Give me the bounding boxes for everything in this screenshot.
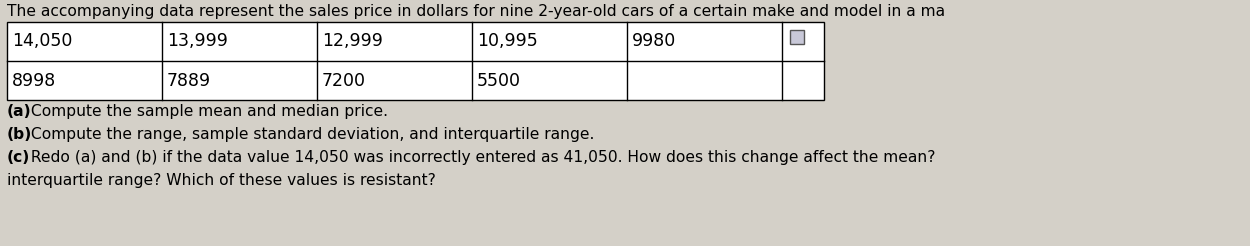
Text: (b): (b)	[8, 127, 32, 142]
Text: Compute the range, sample standard deviation, and interquartile range.: Compute the range, sample standard devia…	[26, 127, 595, 142]
Text: 12,999: 12,999	[322, 32, 382, 50]
Text: Redo (a) and (b) if the data value 14,050 was incorrectly entered as 41,050. How: Redo (a) and (b) if the data value 14,05…	[26, 150, 936, 165]
Text: interquartile range? Which of these values is resistant?: interquartile range? Which of these valu…	[8, 173, 436, 188]
Text: 9980: 9980	[632, 32, 676, 50]
Text: 8998: 8998	[12, 72, 56, 90]
Text: 13,999: 13,999	[168, 32, 228, 50]
Text: The accompanying data represent the sales price in dollars for nine 2-year-old c: The accompanying data represent the sale…	[8, 4, 945, 19]
Text: 7889: 7889	[168, 72, 211, 90]
Text: 5500: 5500	[478, 72, 521, 90]
Text: 7200: 7200	[322, 72, 366, 90]
Text: Compute the sample mean and median price.: Compute the sample mean and median price…	[26, 104, 389, 119]
Text: (c): (c)	[8, 150, 30, 165]
Bar	[8, 22, 824, 100]
Text: 10,995: 10,995	[478, 32, 538, 50]
Text: 14,050: 14,050	[12, 32, 72, 50]
Text: (a): (a)	[8, 104, 31, 119]
Bar	[790, 30, 804, 44]
